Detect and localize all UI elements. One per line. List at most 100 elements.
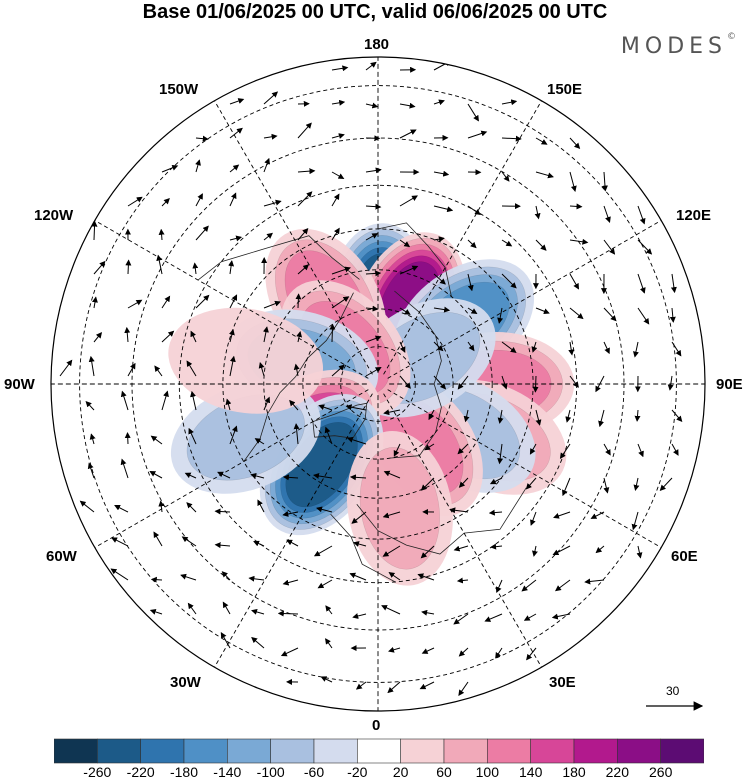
wind-arrow	[79, 500, 95, 513]
wind-arrow	[424, 443, 435, 451]
wind-arrow	[282, 474, 299, 481]
wind-arrow	[263, 199, 282, 207]
wind-arrow	[669, 307, 676, 323]
wind-arrow	[603, 239, 616, 255]
colorbar-swatch	[357, 738, 401, 764]
wind-arrow	[551, 613, 571, 620]
wind-arrow	[501, 341, 517, 354]
wind-arrow	[149, 609, 163, 615]
wind-arrow	[254, 438, 265, 445]
wind-arrow	[229, 192, 237, 207]
wind-arrow	[195, 135, 209, 142]
wind-arrow	[569, 273, 580, 290]
wind-arrow	[89, 433, 96, 445]
wind-arrow	[420, 545, 435, 559]
wind-arrow	[568, 341, 575, 356]
coastline	[377, 222, 452, 297]
coastline	[312, 402, 368, 439]
wind-arrow	[569, 137, 581, 150]
wind-arrow	[195, 159, 201, 173]
wind-arrow	[313, 473, 333, 479]
wind-arrow	[535, 409, 542, 426]
wind-arrow	[421, 647, 435, 654]
wind-arrow	[569, 238, 589, 245]
wind-arrow	[251, 636, 265, 649]
brand-mark: ©	[727, 32, 736, 42]
lon-label-90w: 90W	[4, 376, 35, 393]
wind-arrow	[161, 390, 169, 411]
wind-arrow	[383, 470, 401, 479]
wind-arrow	[601, 171, 608, 192]
wind-arrow	[297, 191, 313, 207]
wind-arrow	[365, 233, 379, 241]
colorbar-tick-label: 180	[562, 764, 586, 780]
wind-arrow	[595, 375, 605, 393]
wind-arrow	[534, 205, 541, 220]
wind-arrow	[631, 511, 639, 531]
wind-arrow	[383, 409, 401, 416]
wind-arrow	[161, 295, 171, 309]
wind-arrow	[91, 220, 98, 241]
wind-arrow	[365, 102, 379, 109]
wind-arrow	[365, 203, 382, 210]
wind-arrow	[85, 400, 95, 411]
wind-arrow	[286, 539, 299, 547]
latitude-circle	[79, 85, 677, 683]
wind-arrow	[331, 133, 345, 139]
wind-arrow	[229, 127, 243, 139]
lon-label-60e: 60E	[671, 548, 698, 565]
wind-arrow	[257, 499, 265, 513]
map-title: Base 01/06/2025 00 UTC, valid 06/06/2025…	[142, 1, 608, 23]
wind-arrow	[530, 511, 537, 526]
wind-vectors	[59, 60, 683, 697]
wind-arrow	[467, 205, 481, 215]
wind-arrow	[190, 390, 197, 411]
wind-arrow	[296, 331, 303, 343]
wind-arrow	[559, 443, 571, 460]
wind-arrow	[399, 239, 411, 248]
wind-arrow	[484, 613, 503, 622]
wind-arrow	[428, 409, 435, 421]
wind-arrow	[195, 193, 203, 207]
wind-arrow	[153, 531, 163, 547]
colorbar-swatch	[400, 738, 445, 764]
modes-logo: MODES©	[621, 32, 736, 59]
wind-arrow	[535, 307, 550, 315]
wind-arrow	[161, 197, 170, 207]
wind-arrow	[331, 266, 351, 275]
wind-arrow	[458, 681, 469, 697]
wind-arrow	[263, 396, 271, 411]
wind-arrow	[331, 171, 345, 179]
wind-arrow	[297, 264, 310, 275]
wind-arrow	[355, 681, 367, 690]
wind-arrow	[670, 273, 677, 294]
wind-arrow	[351, 511, 367, 524]
wind-arrow	[87, 462, 95, 479]
wind-arrow	[433, 236, 445, 243]
wind-arrow	[420, 477, 435, 491]
wind-arrow	[449, 507, 469, 514]
colorbar-tick-label: 60	[436, 764, 452, 780]
wind-arrow	[228, 260, 235, 275]
wind-arrow	[399, 102, 416, 109]
wind-arrow	[419, 681, 435, 690]
colorbar-tick-label: 20	[392, 764, 409, 780]
wind-arrow	[521, 579, 537, 592]
colorbar-swatch	[617, 738, 661, 764]
wind-arrow	[490, 543, 503, 550]
wind-arrow	[501, 171, 510, 182]
wind-arrow	[467, 103, 479, 122]
wind-arrow	[331, 65, 349, 72]
wind-arrow	[352, 613, 367, 619]
wind-arrow	[228, 328, 235, 343]
meridian	[383, 74, 558, 375]
wind-arrow	[529, 443, 537, 455]
wind-arrow	[637, 307, 650, 325]
wind-arrow	[467, 273, 474, 292]
wind-arrow	[192, 262, 199, 275]
colorbar-swatch	[660, 738, 704, 764]
wind-arrow	[282, 510, 299, 517]
wind-arrow	[381, 605, 401, 615]
wind-arrow	[531, 341, 538, 353]
wind-arrow	[495, 647, 503, 659]
